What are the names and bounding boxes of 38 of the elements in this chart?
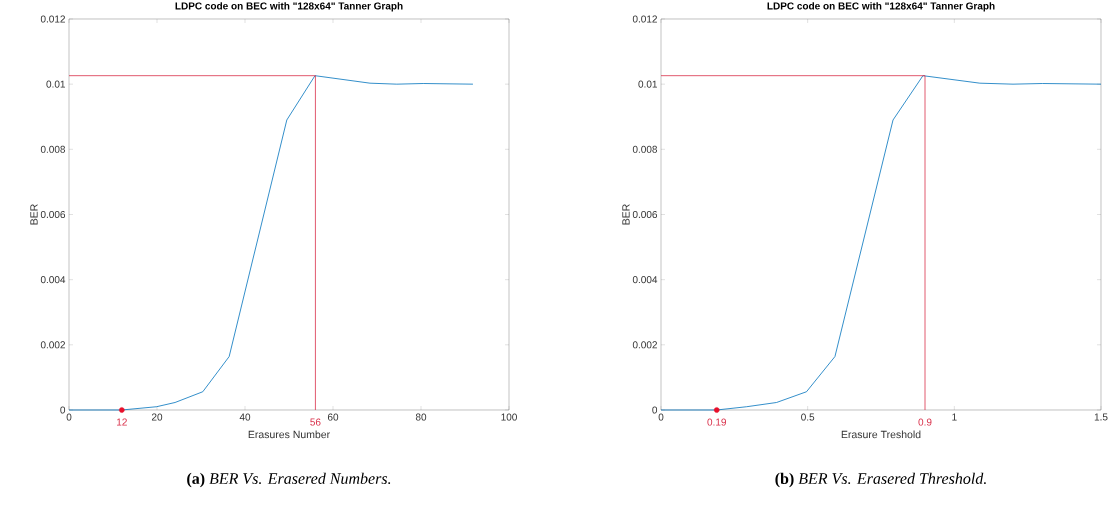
y-tick-label: 0.01	[46, 80, 65, 88]
x-tick-label: 20	[151, 413, 163, 421]
y-tick-label: 0.002	[40, 341, 65, 349]
x-tick-label: 0	[658, 413, 664, 421]
x-tick-label: 1	[952, 413, 957, 421]
y-tick-label: 0.006	[40, 210, 66, 219]
x-tick-label: 0	[66, 413, 72, 421]
x-tick-label: 40	[239, 413, 251, 421]
text: (a) BER Vs. Erasered Numbers.	[187, 472, 391, 488]
x-tick-label: 80	[415, 413, 427, 421]
chart-title: LDPC code on BEC with "128x64" Tanner Graph	[767, 2, 995, 12]
y-tick-label: 0.006	[632, 210, 658, 219]
line-series	[68, 75, 474, 411]
y-tick-label: 0.012	[40, 15, 65, 23]
x-tick-label: 100	[501, 413, 517, 421]
y-tick-label: 0.008	[40, 145, 66, 153]
annotation: 0.19	[707, 418, 726, 426]
y-tick-label: 0	[652, 406, 658, 414]
y-tick-label: 0.004	[632, 276, 658, 284]
x-axis-title: Erasures Number	[248, 430, 330, 439]
annotation: 12	[117, 418, 127, 426]
y-tick-label: 0.01	[638, 80, 657, 88]
y-tick-label: 0.002	[632, 341, 657, 349]
x-axis-title: Erasure Treshold	[841, 430, 921, 439]
y-tick-label: 0.008	[632, 145, 658, 153]
annotation: 56	[310, 418, 321, 426]
y-tick-label: 0	[60, 406, 66, 414]
y-tick-label: 0.012	[632, 15, 657, 23]
chart-title: LDPC code on BEC with "128x64" Tanner Graph	[175, 2, 403, 12]
line-series	[660, 75, 1102, 411]
x-tick-label: 1.5	[1094, 413, 1108, 421]
text: (b) BER Vs. Erasered Threshold.	[775, 472, 986, 488]
y-axis-title: BER	[622, 204, 630, 225]
x-tick-label: 60	[327, 413, 339, 421]
y-tick-label: 0.004	[40, 276, 66, 284]
x-tick-label: 0.5	[801, 413, 815, 421]
annotation: 0.9	[918, 418, 932, 426]
y-axis-title: BER	[30, 204, 38, 225]
